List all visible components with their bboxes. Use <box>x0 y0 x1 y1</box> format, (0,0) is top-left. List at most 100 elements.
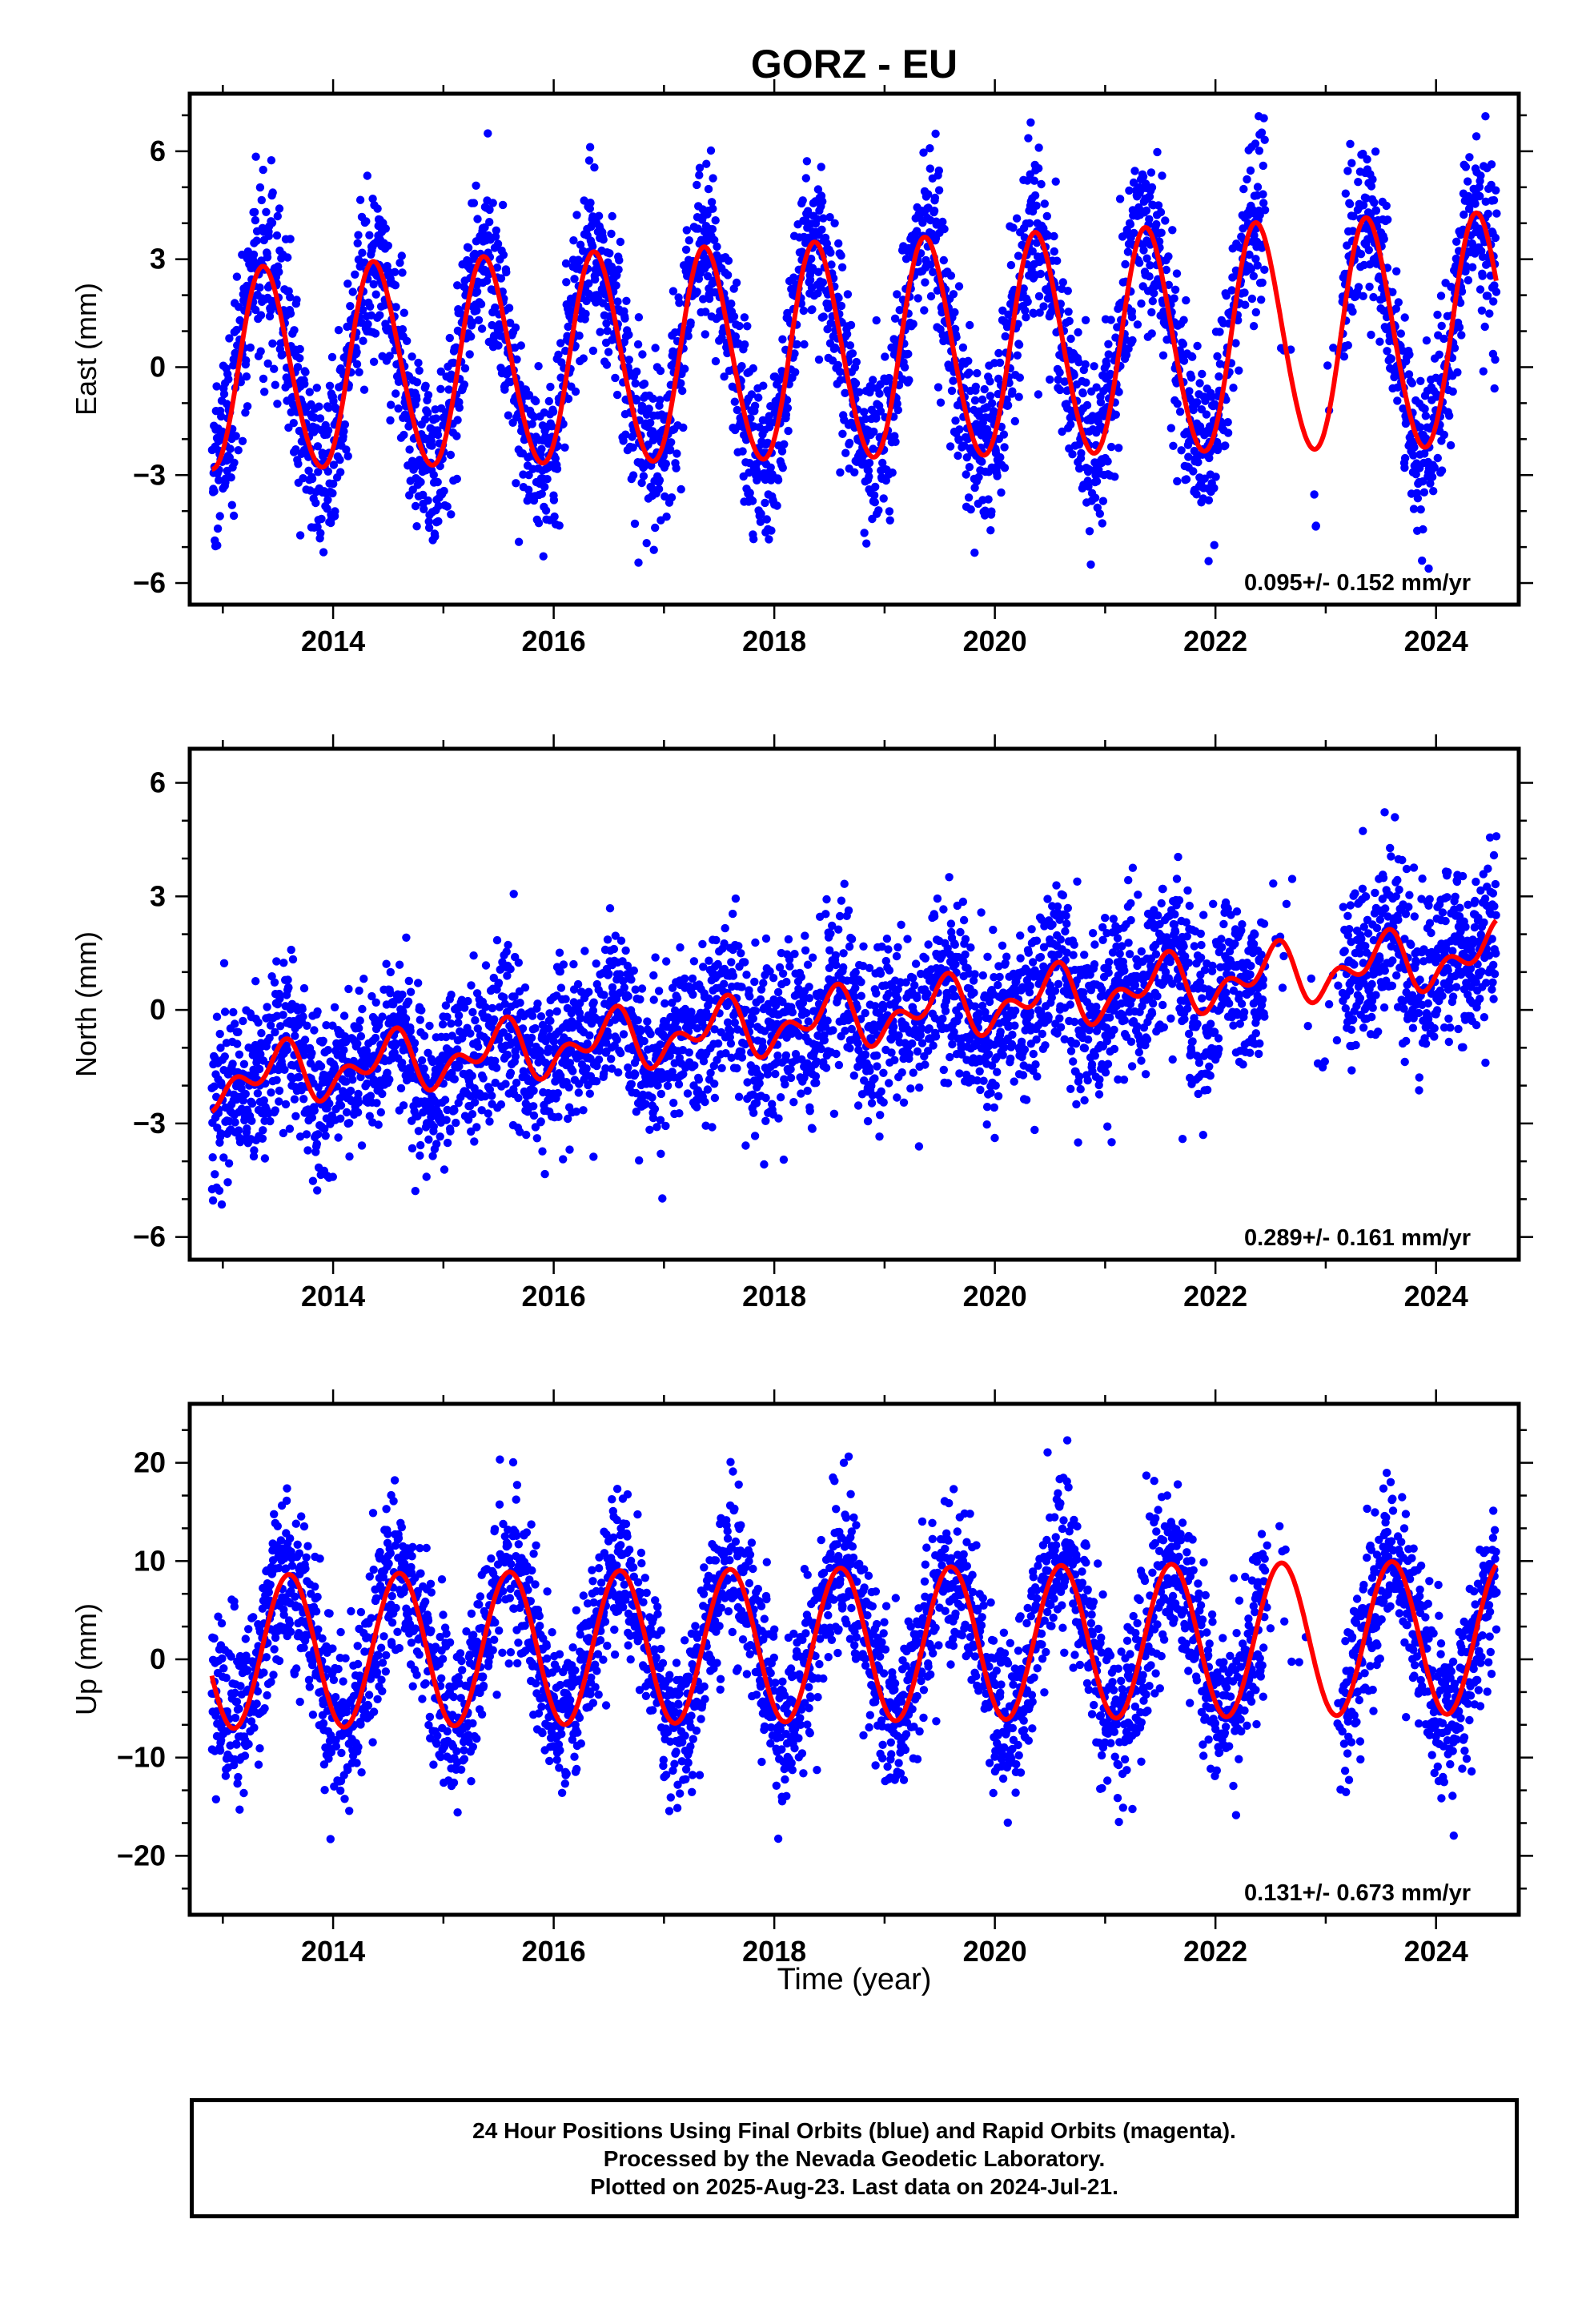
east-point <box>524 485 533 494</box>
north-point <box>371 1033 380 1043</box>
east-point <box>743 322 752 331</box>
east-point <box>473 215 482 223</box>
north-point <box>653 1081 662 1090</box>
east-point <box>1063 287 1073 296</box>
east-point <box>1464 177 1472 186</box>
north-point <box>298 1005 307 1014</box>
north-point <box>239 1059 249 1069</box>
east-point <box>830 343 840 352</box>
north-point <box>641 1100 650 1108</box>
north-point <box>654 987 664 995</box>
east-point <box>1453 368 1462 377</box>
east-point <box>872 316 881 325</box>
east-point <box>1074 358 1083 367</box>
east-point <box>656 366 665 376</box>
north-point <box>280 1065 289 1075</box>
north-point <box>356 1031 366 1041</box>
east-point <box>316 529 325 537</box>
east-point <box>748 497 757 505</box>
north-point <box>348 1076 357 1084</box>
north-point <box>398 1063 408 1072</box>
east-point <box>1053 256 1062 265</box>
east-point <box>485 205 494 215</box>
east-point <box>511 323 520 332</box>
east-point <box>226 444 235 453</box>
north-point <box>616 970 624 979</box>
east-point <box>837 263 847 271</box>
east-point <box>1168 226 1177 235</box>
north-point <box>648 1093 656 1102</box>
north-point <box>568 1067 577 1076</box>
east-point <box>398 268 407 277</box>
east-point <box>1462 262 1471 271</box>
east-point <box>661 460 670 468</box>
north-point <box>479 1074 488 1083</box>
east-point <box>1471 199 1480 208</box>
east-point <box>371 329 380 338</box>
east-x-tick-label: 2024 <box>1404 625 1468 657</box>
east-point <box>362 217 371 226</box>
east-point <box>1098 497 1108 505</box>
east-point <box>1435 350 1443 359</box>
east-point <box>559 420 568 428</box>
north-point <box>334 1133 343 1142</box>
east-point <box>591 275 600 284</box>
north-point <box>656 1040 665 1049</box>
north-point <box>344 984 353 994</box>
north-point <box>466 1029 475 1038</box>
east-point <box>331 404 341 413</box>
east-point <box>234 446 243 455</box>
east-point <box>386 416 395 425</box>
east-point <box>1343 167 1352 175</box>
north-point <box>417 1006 426 1015</box>
east-point <box>453 281 462 290</box>
east-point <box>924 190 933 199</box>
east-point <box>646 418 655 428</box>
north-point <box>565 1145 574 1154</box>
east-point <box>909 320 917 328</box>
east-point <box>369 279 378 289</box>
east-point <box>1472 132 1481 141</box>
east-point <box>783 404 792 412</box>
north-point <box>520 983 530 992</box>
north-point <box>645 1125 654 1135</box>
north-point <box>438 1020 448 1029</box>
north-point <box>502 947 511 956</box>
east-point <box>1343 341 1353 350</box>
east-point <box>838 429 847 438</box>
east-point <box>876 407 885 416</box>
north-point <box>366 1092 375 1100</box>
east-point <box>808 305 817 314</box>
east-point <box>741 340 749 349</box>
east-point <box>433 430 443 440</box>
east-point <box>534 362 543 371</box>
east-point <box>784 426 793 436</box>
east-point <box>232 325 241 335</box>
east-point <box>1492 287 1501 296</box>
east-point <box>398 325 408 334</box>
east-point <box>1222 292 1231 300</box>
north-point <box>453 1045 462 1054</box>
east-point <box>605 249 614 258</box>
east-point <box>351 270 359 279</box>
east-point <box>1487 160 1496 169</box>
east-point <box>440 486 448 496</box>
east-point <box>267 156 276 165</box>
east-point <box>604 348 613 356</box>
east-point <box>272 231 282 240</box>
east-point <box>885 516 894 525</box>
north-point <box>281 1100 291 1109</box>
east-point <box>1055 368 1064 377</box>
east-point <box>1192 490 1201 499</box>
east-point <box>1419 525 1427 534</box>
east-point <box>476 300 486 308</box>
east-point <box>1138 172 1148 181</box>
east-point <box>1182 475 1191 484</box>
north-point <box>371 998 380 1007</box>
east-point <box>926 164 935 173</box>
east-point <box>1310 490 1319 499</box>
east-point <box>562 278 571 287</box>
east-point <box>551 454 560 463</box>
east-point <box>352 348 361 356</box>
